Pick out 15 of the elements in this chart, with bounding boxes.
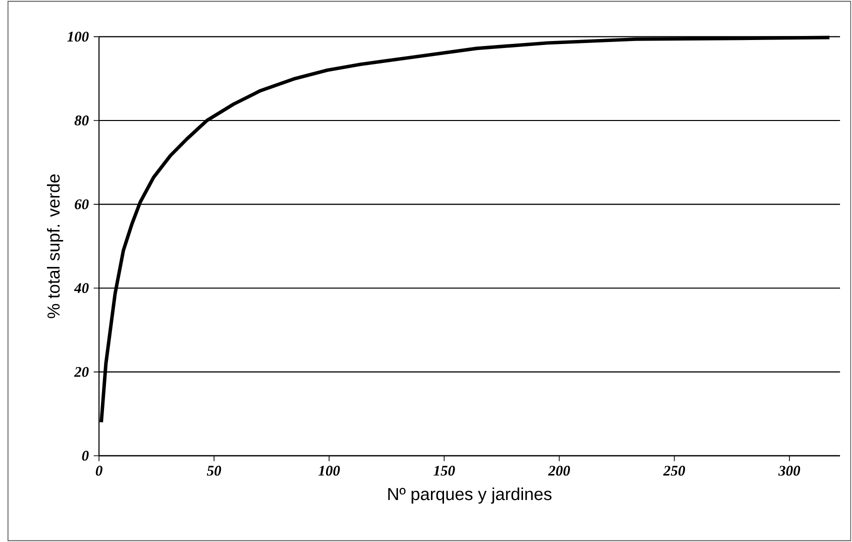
x-tick-label: 300 — [778, 466, 800, 476]
x-tick-label: 250 — [663, 466, 686, 476]
y-tick-label: 40 — [74, 283, 89, 294]
y-tick-label: 60 — [74, 199, 89, 210]
x-tick-label: 100 — [318, 466, 340, 476]
y-tick-label: 100 — [67, 32, 89, 42]
y-tick-label: 0 — [82, 450, 89, 461]
x-tick-label: 50 — [206, 466, 222, 476]
x-tick-label: 150 — [434, 466, 455, 476]
x-tick-label: 0 — [96, 466, 102, 476]
y-axis-title: % total supf. verde — [46, 174, 64, 318]
y-tick-label: 80 — [74, 116, 89, 126]
x-axis-title: Nº parques y jardines — [388, 487, 552, 504]
x-tick-label: 200 — [548, 466, 570, 476]
y-tick-label: 20 — [74, 366, 89, 377]
